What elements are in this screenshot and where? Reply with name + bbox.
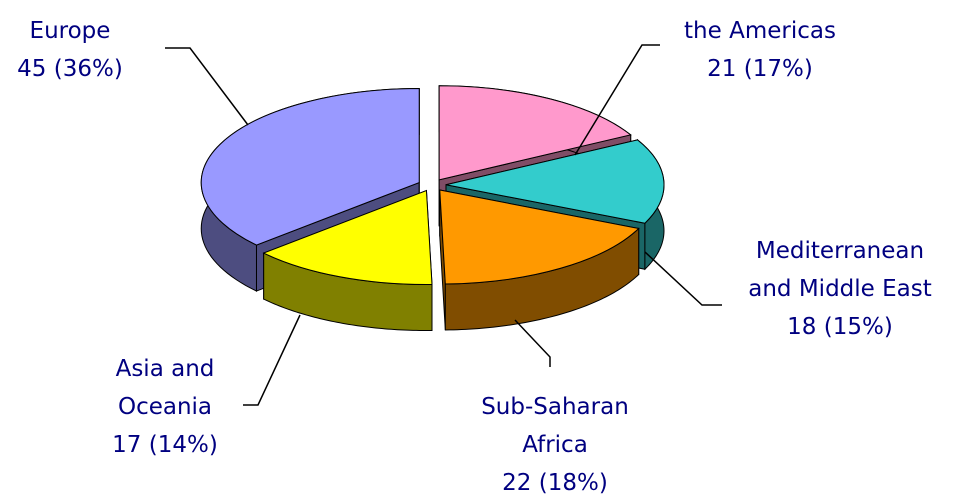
slice-label: Sub-Saharan Africa 22 (18%) xyxy=(455,388,655,502)
leader-line xyxy=(574,44,660,156)
pie xyxy=(200,85,665,332)
slice-top xyxy=(200,88,420,246)
category-label: Asia and Oceania xyxy=(115,356,215,420)
value-label: 22 (18%) xyxy=(502,470,608,496)
slice-top xyxy=(262,189,433,286)
category-label: Europe xyxy=(29,18,111,44)
slice-label: Europe 45 (36%) xyxy=(0,12,140,88)
slice-top xyxy=(439,189,640,285)
leader-line xyxy=(243,314,301,406)
slice-top xyxy=(445,139,665,224)
slice xyxy=(439,189,640,331)
slice-label: the Americas 21 (17%) xyxy=(655,12,865,88)
value-label: 17 (14%) xyxy=(112,432,218,458)
value-label: 18 (15%) xyxy=(787,314,893,340)
category-label: Sub-Saharan Africa xyxy=(481,394,629,458)
leader-line xyxy=(165,47,249,126)
slice-label: Mediterranean and Middle East 18 (15%) xyxy=(742,232,938,346)
category-label: Mediterranean and Middle East xyxy=(748,238,932,302)
leader-line xyxy=(514,319,551,367)
slice xyxy=(262,189,433,332)
category-label: the Americas xyxy=(684,18,836,44)
value-label: 45 (36%) xyxy=(17,56,123,82)
leader-line xyxy=(644,251,722,306)
slice-label: Asia and Oceania 17 (14%) xyxy=(85,350,245,464)
slice-top xyxy=(438,85,632,181)
value-label: 21 (17%) xyxy=(707,56,813,82)
